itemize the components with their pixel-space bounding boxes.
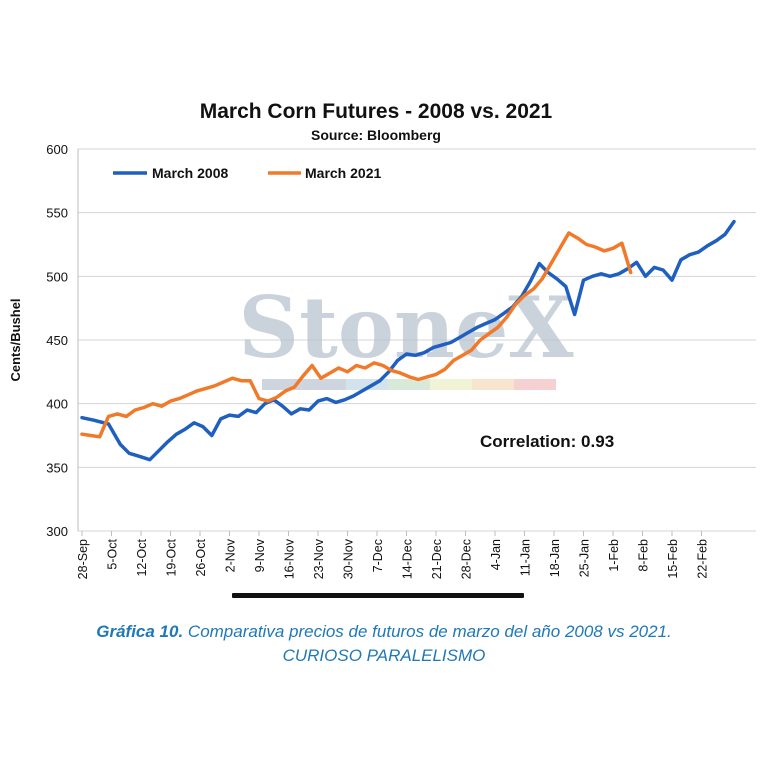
x-tick-label: 1-Feb (607, 539, 621, 572)
watermark-band-2 (346, 379, 388, 390)
x-tick-label: 18-Jan (548, 539, 562, 577)
x-tick-label: 9-Nov (253, 538, 267, 572)
watermark-band-3 (388, 379, 430, 390)
y-tick-label: 400 (46, 397, 68, 412)
y-tick-label: 500 (46, 269, 68, 284)
x-tick-label: 4-Jan (489, 539, 503, 570)
y-tick-label: 600 (46, 142, 68, 157)
x-tick-label: 21-Dec (430, 539, 444, 579)
x-tick-label: 23-Nov (312, 538, 326, 579)
x-axis-ticks: 28-Sep 5-Oct 12-Oct 19-Oct 26-Oct 2-Nov 9-Nov 1… (76, 531, 710, 579)
x-tick-label: 30-Nov (342, 538, 356, 579)
scrollbar-overlay (232, 593, 524, 598)
x-tick-label: 15-Feb (666, 539, 680, 579)
x-tick-label: 22-Feb (696, 539, 710, 579)
x-tick-label: 11-Jan (519, 539, 533, 576)
x-tick-label: 26-Oct (194, 538, 208, 576)
y-tick-label: 450 (46, 333, 68, 348)
x-tick-label: 8-Feb (637, 539, 651, 572)
chart-title: March Corn Futures - 2008 vs. 2021 (200, 100, 553, 123)
caption-line-1: Gráfica 10. Comparativa precios de futur… (0, 620, 768, 644)
watermark-text: StoneX (238, 278, 574, 377)
watermark-band-1 (262, 379, 346, 390)
series-lines (80, 219, 736, 462)
chart-subtitle: Source: Bloomberg (311, 127, 441, 143)
x-tick-label: 2-Nov (224, 538, 238, 572)
x-tick-label: 19-Oct (165, 538, 179, 576)
figure-caption: Gráfica 10. Comparativa precios de futur… (0, 620, 768, 668)
y-tick-label: 300 (46, 524, 68, 539)
y-tick-label: 350 (46, 460, 68, 475)
x-tick-label: 14-Dec (401, 539, 415, 579)
legend-label-2008: March 2008 (152, 165, 228, 181)
x-tick-label: 25-Jan (578, 539, 592, 577)
x-tick-label: 16-Nov (283, 538, 297, 579)
watermark-trademark: ™ (562, 295, 571, 305)
x-tick-label: 5-Oct (106, 538, 120, 569)
caption-prefix: Gráfica 10. (96, 622, 184, 641)
gridlines (77, 148, 756, 532)
x-tick-label: 12-Oct (135, 538, 149, 576)
caption-text: Comparativa precios de futuros de marzo … (183, 622, 672, 641)
y-axis-ticks: 300 350 400 450 500 550 600 (46, 142, 68, 539)
x-tick-label: 7-Dec (371, 539, 385, 572)
x-tick-label: 28-Sep (76, 539, 90, 579)
correlation-annotation: Correlation: 0.93 (480, 432, 614, 451)
y-tick-label: 550 (46, 206, 68, 221)
line-chart: March Corn Futures - 2008 vs. 2021 Sourc… (8, 100, 756, 579)
watermark-band-4 (430, 379, 472, 390)
watermark-band-6 (514, 379, 556, 390)
y-axis-label: Cents/Bushel (8, 298, 23, 381)
legend: March 2008 March 2021 (113, 165, 381, 181)
caption-line-2: CURIOSO PARALELISMO (282, 646, 486, 665)
series-line-2021 (80, 231, 633, 439)
x-tick-label: 28-Dec (460, 539, 474, 579)
watermark-band-5 (472, 379, 514, 390)
watermark: StoneX ™ (238, 278, 574, 390)
legend-label-2021: March 2021 (305, 165, 381, 181)
